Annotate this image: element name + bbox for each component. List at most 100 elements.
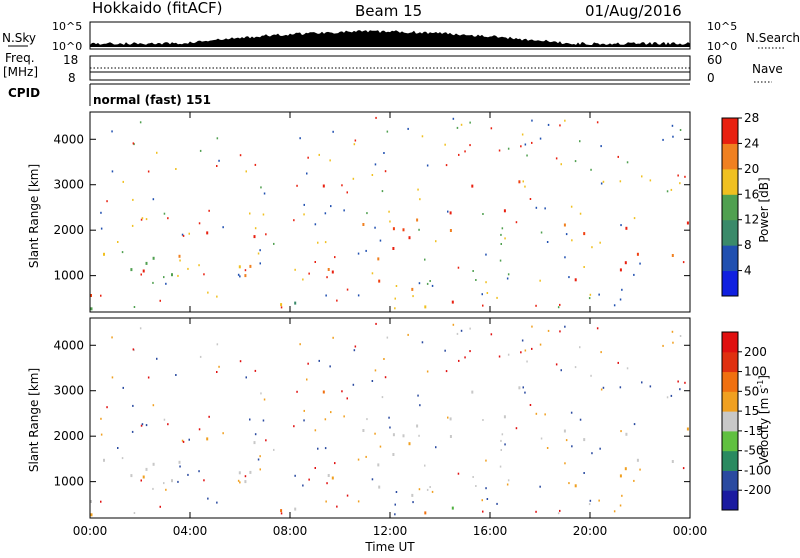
power-ylabel: Slant Range [km] [27, 164, 41, 268]
sparse-echo-mark [472, 270, 474, 272]
sparse-echo-mark [222, 432, 224, 435]
colorbar-tick-label: 200 [744, 345, 767, 359]
sparse-echo-mark [435, 240, 437, 243]
sparse-echo-mark [619, 386, 622, 389]
sparse-echo-mark [531, 119, 533, 122]
sparse-echo-mark [374, 163, 377, 166]
sparse-echo-mark [407, 333, 409, 336]
sparse-echo-mark [121, 251, 124, 254]
sparse-echo-mark [152, 281, 154, 284]
sparse-echo-mark [325, 294, 327, 297]
sparse-echo-mark [429, 280, 431, 282]
sparse-echo-mark [570, 411, 573, 414]
sparse-echo-mark [521, 339, 524, 342]
sparse-echo-mark [504, 443, 506, 446]
sparse-echo-mark [330, 205, 332, 208]
sparse-echo-mark [100, 433, 103, 436]
colorbar-swatch [722, 245, 738, 272]
sparse-echo-mark [374, 369, 377, 372]
sparse-echo-mark [621, 494, 623, 497]
sparse-echo-mark [383, 358, 385, 360]
sparse-echo-mark [452, 323, 455, 326]
sparse-echo-mark [294, 268, 296, 271]
nave-label: Nave [752, 62, 783, 76]
sparse-echo-mark [671, 330, 674, 333]
sparse-echo-mark [239, 481, 241, 484]
sparse-echo-mark [579, 140, 581, 143]
sparse-echo-mark [641, 175, 643, 178]
x-tick-label: 12:00 [373, 524, 408, 538]
sparse-echo-mark [357, 500, 360, 503]
sparse-echo-mark [317, 241, 319, 244]
sparse-echo-mark [239, 360, 242, 363]
sparse-echo-mark [600, 145, 602, 148]
sparse-echo-mark [418, 488, 421, 491]
sparse-echo-mark [254, 163, 257, 166]
sparse-echo-mark [141, 423, 144, 426]
sparse-echo-mark [237, 273, 240, 276]
velocity-ylabel: Slant Range [km] [27, 368, 41, 472]
sparse-echo-mark [306, 172, 308, 175]
echo-mark [518, 386, 521, 390]
sparse-echo-mark [203, 273, 205, 276]
sparse-echo-mark [444, 349, 446, 352]
x-tick-label: 00:00 [73, 524, 108, 538]
sparse-echo-mark [469, 144, 471, 147]
sparse-echo-mark [111, 376, 114, 379]
nsky-label: N.Sky [2, 31, 36, 45]
echo-mark [449, 435, 452, 438]
colorbar-swatch [722, 490, 738, 511]
sparse-echo-mark [273, 242, 275, 245]
sparse-echo-mark [111, 336, 113, 339]
sparse-echo-mark [207, 291, 209, 294]
sparse-echo-mark [499, 259, 502, 262]
sparse-echo-mark [389, 426, 391, 429]
sparse-echo-mark [633, 479, 635, 482]
echo-mark [392, 453, 395, 456]
sparse-echo-mark [100, 211, 102, 214]
sparse-echo-mark [520, 145, 522, 148]
echo-mark [625, 432, 628, 436]
nsky-tick-top: 10^5 [52, 20, 82, 33]
x-tick-label: 04:00 [173, 524, 208, 538]
sparse-echo-mark [564, 325, 566, 328]
sparse-echo-mark [426, 282, 429, 285]
echo-mark [238, 265, 241, 269]
sparse-echo-mark [662, 138, 664, 141]
sparse-echo-mark [531, 141, 533, 144]
sparse-echo-mark [600, 182, 603, 185]
sparse-echo-mark [600, 351, 602, 354]
sparse-echo-mark [324, 418, 327, 421]
sparse-echo-mark [515, 427, 518, 430]
sparse-echo-mark [324, 241, 327, 244]
sparse-echo-mark [500, 449, 502, 451]
sparse-echo-mark [365, 249, 367, 252]
echo-mark [327, 474, 330, 477]
sparse-echo-mark [600, 388, 603, 391]
echo-mark [392, 433, 395, 437]
echo-mark [103, 252, 105, 256]
y-tick-label: 2000 [53, 429, 84, 443]
sparse-echo-mark [147, 376, 150, 379]
sparse-echo-mark [384, 376, 387, 379]
sparse-echo-mark [458, 359, 460, 362]
echo-mark [636, 458, 639, 462]
echo-mark [142, 269, 145, 273]
colorbar-swatch [722, 219, 738, 246]
sparse-echo-mark [122, 180, 124, 183]
sparse-echo-mark [535, 304, 537, 307]
sparse-echo-mark [521, 133, 524, 136]
sparse-echo-mark [500, 439, 502, 442]
freq-label: Freq. [5, 51, 35, 65]
sparse-echo-mark [244, 269, 247, 272]
sparse-echo-mark [619, 504, 622, 507]
x-tick-label: 16:00 [473, 524, 508, 538]
colorbar-swatch [722, 391, 738, 412]
echo-mark [503, 415, 506, 419]
sparse-echo-mark [354, 139, 357, 142]
sparse-echo-mark [649, 179, 652, 182]
sparse-echo-mark [254, 433, 257, 436]
echo-mark [90, 500, 92, 503]
power-axis-ticks: 1000 2000 3000 4000 [53, 112, 691, 312]
